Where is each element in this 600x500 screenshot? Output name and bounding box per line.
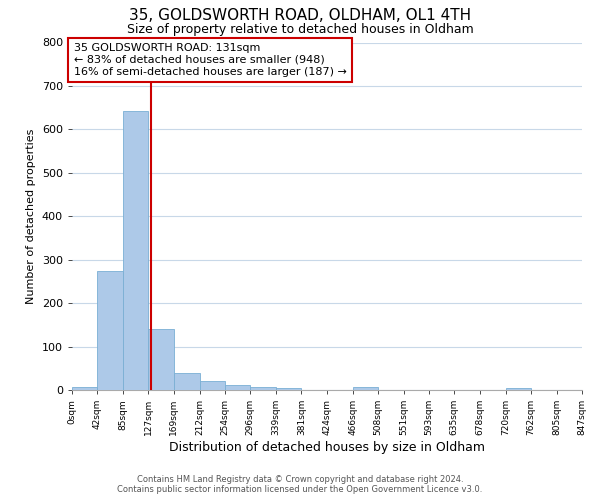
Bar [276, 388, 301, 390]
Bar [506, 388, 531, 390]
Text: Size of property relative to detached houses in Oldham: Size of property relative to detached ho… [127, 22, 473, 36]
Bar [148, 329, 174, 390]
Bar [97, 270, 123, 390]
Bar [72, 387, 97, 390]
Bar [353, 387, 378, 390]
Text: 35, GOLDSWORTH ROAD, OLDHAM, OL1 4TH: 35, GOLDSWORTH ROAD, OLDHAM, OL1 4TH [129, 8, 471, 22]
Bar [200, 382, 225, 390]
X-axis label: Distribution of detached houses by size in Oldham: Distribution of detached houses by size … [169, 441, 485, 454]
Y-axis label: Number of detached properties: Number of detached properties [26, 128, 36, 304]
Bar [174, 374, 200, 390]
Bar [225, 385, 250, 390]
Bar [250, 386, 276, 390]
Text: Contains HM Land Registry data © Crown copyright and database right 2024.
Contai: Contains HM Land Registry data © Crown c… [118, 474, 482, 494]
Text: 35 GOLDSWORTH ROAD: 131sqm
← 83% of detached houses are smaller (948)
16% of sem: 35 GOLDSWORTH ROAD: 131sqm ← 83% of deta… [74, 44, 347, 76]
Bar [123, 110, 148, 390]
